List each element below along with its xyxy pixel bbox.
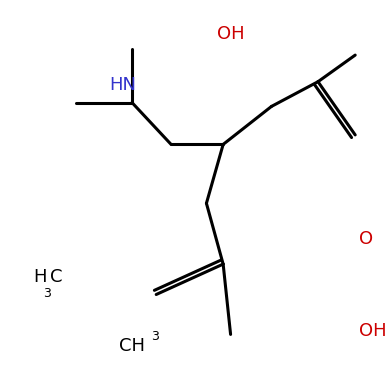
Text: 3: 3 (151, 330, 158, 343)
Text: HN: HN (109, 76, 136, 95)
Text: CH: CH (119, 337, 145, 355)
Text: H: H (33, 268, 47, 287)
Text: OH: OH (359, 321, 387, 340)
Text: C: C (50, 268, 63, 287)
Text: OH: OH (217, 25, 244, 43)
Text: O: O (359, 230, 373, 249)
Text: 3: 3 (43, 287, 51, 300)
